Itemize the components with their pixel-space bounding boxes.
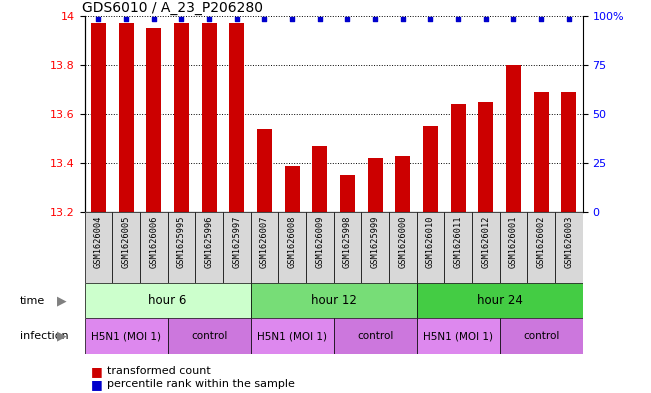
Text: H5N1 (MOI 1): H5N1 (MOI 1) bbox=[257, 331, 327, 341]
Text: control: control bbox=[523, 331, 559, 341]
Text: GSM1625999: GSM1625999 bbox=[370, 216, 380, 268]
Bar bbox=[251, 283, 417, 318]
Text: ▶: ▶ bbox=[57, 294, 66, 307]
Bar bbox=[284, 165, 299, 212]
Text: ▶: ▶ bbox=[57, 329, 66, 343]
Point bbox=[259, 16, 270, 22]
Point bbox=[508, 16, 519, 22]
Point bbox=[148, 16, 159, 22]
Text: H5N1 (MOI 1): H5N1 (MOI 1) bbox=[91, 331, 161, 341]
Bar bbox=[312, 146, 327, 212]
Bar bbox=[333, 212, 361, 283]
Text: ■: ■ bbox=[91, 378, 107, 391]
Bar bbox=[140, 212, 168, 283]
Bar bbox=[500, 212, 527, 283]
Point bbox=[453, 16, 464, 22]
Bar bbox=[506, 65, 521, 212]
Point bbox=[204, 16, 214, 22]
Point bbox=[176, 16, 187, 22]
Bar bbox=[472, 212, 500, 283]
Bar bbox=[478, 102, 493, 212]
Point bbox=[314, 16, 325, 22]
Bar bbox=[368, 158, 383, 212]
Text: GSM1625996: GSM1625996 bbox=[204, 216, 214, 268]
Text: GSM1626000: GSM1626000 bbox=[398, 216, 408, 268]
Bar bbox=[527, 212, 555, 283]
Text: GSM1626001: GSM1626001 bbox=[509, 216, 518, 268]
Bar bbox=[279, 212, 306, 283]
Bar bbox=[361, 212, 389, 283]
Text: GSM1626003: GSM1626003 bbox=[564, 216, 574, 268]
Text: transformed count: transformed count bbox=[107, 366, 211, 376]
Text: GSM1626008: GSM1626008 bbox=[288, 216, 297, 268]
Bar bbox=[450, 104, 465, 212]
Bar bbox=[85, 283, 251, 318]
Text: GSM1626002: GSM1626002 bbox=[536, 216, 546, 268]
Bar bbox=[500, 318, 583, 354]
Bar bbox=[85, 212, 113, 283]
Point bbox=[232, 16, 242, 22]
Text: GSM1626005: GSM1626005 bbox=[122, 216, 131, 268]
Bar bbox=[340, 175, 355, 212]
Text: GSM1626011: GSM1626011 bbox=[454, 216, 463, 268]
Bar bbox=[251, 212, 279, 283]
Bar bbox=[417, 212, 444, 283]
Bar bbox=[168, 212, 195, 283]
Bar bbox=[146, 28, 161, 212]
Text: hour 12: hour 12 bbox=[311, 294, 357, 307]
Bar bbox=[444, 212, 472, 283]
Text: control: control bbox=[357, 331, 393, 341]
Text: GSM1626004: GSM1626004 bbox=[94, 216, 103, 268]
Point bbox=[536, 16, 546, 22]
Bar bbox=[195, 212, 223, 283]
Bar bbox=[118, 23, 133, 212]
Text: GSM1626009: GSM1626009 bbox=[315, 216, 324, 268]
Text: time: time bbox=[20, 296, 45, 306]
Bar bbox=[85, 318, 168, 354]
Point bbox=[121, 16, 132, 22]
Bar bbox=[202, 23, 217, 212]
Bar bbox=[223, 212, 251, 283]
Bar bbox=[417, 283, 583, 318]
Text: hour 6: hour 6 bbox=[148, 294, 187, 307]
Point bbox=[480, 16, 491, 22]
Bar bbox=[555, 212, 583, 283]
Point bbox=[287, 16, 298, 22]
Text: GSM1626012: GSM1626012 bbox=[481, 216, 490, 268]
Point bbox=[370, 16, 380, 22]
Bar bbox=[395, 156, 410, 212]
Point bbox=[93, 16, 104, 22]
Bar bbox=[561, 92, 576, 212]
Bar bbox=[534, 92, 549, 212]
Point bbox=[398, 16, 408, 22]
Text: hour 24: hour 24 bbox=[477, 294, 523, 307]
Text: GSM1625995: GSM1625995 bbox=[177, 216, 186, 268]
Bar bbox=[91, 23, 106, 212]
Bar bbox=[229, 23, 244, 212]
Text: GSM1626010: GSM1626010 bbox=[426, 216, 435, 268]
Bar bbox=[112, 212, 140, 283]
Bar bbox=[174, 23, 189, 212]
Bar bbox=[333, 318, 417, 354]
Bar bbox=[168, 318, 251, 354]
Bar bbox=[306, 212, 333, 283]
Point bbox=[425, 16, 436, 22]
Text: GDS6010 / A_23_P206280: GDS6010 / A_23_P206280 bbox=[82, 1, 263, 15]
Text: H5N1 (MOI 1): H5N1 (MOI 1) bbox=[423, 331, 493, 341]
Point bbox=[342, 16, 353, 22]
Bar bbox=[251, 318, 333, 354]
Text: GSM1625998: GSM1625998 bbox=[343, 216, 352, 268]
Text: percentile rank within the sample: percentile rank within the sample bbox=[107, 379, 296, 389]
Bar bbox=[257, 129, 272, 212]
Bar bbox=[389, 212, 417, 283]
Point bbox=[564, 16, 574, 22]
Text: GSM1626006: GSM1626006 bbox=[149, 216, 158, 268]
Text: GSM1626007: GSM1626007 bbox=[260, 216, 269, 268]
Bar bbox=[417, 318, 500, 354]
Text: infection: infection bbox=[20, 331, 68, 341]
Bar bbox=[423, 126, 438, 212]
Text: ■: ■ bbox=[91, 365, 107, 378]
Text: control: control bbox=[191, 331, 227, 341]
Text: GSM1625997: GSM1625997 bbox=[232, 216, 242, 268]
